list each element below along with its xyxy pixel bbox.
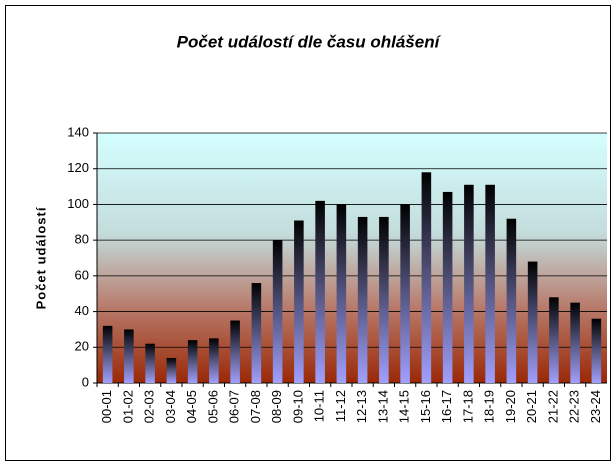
x-tick-label: 15-16 — [418, 390, 433, 423]
x-tick-label: 14-15 — [397, 390, 412, 423]
x-tick-label: 21-22 — [545, 390, 560, 423]
plot-area — [97, 133, 607, 383]
bar — [570, 302, 580, 383]
bar — [464, 184, 474, 383]
bar — [379, 216, 389, 383]
x-tick-label: 18-19 — [482, 390, 497, 423]
y-tick-label: 80 — [75, 232, 89, 247]
y-tick-label: 20 — [75, 339, 89, 354]
x-tick-label: 16-17 — [439, 390, 454, 423]
y-axis-label: Počet událostí — [33, 207, 48, 310]
bar — [591, 318, 602, 383]
x-tick-label: 04-05 — [184, 390, 199, 423]
x-tick-label: 13-14 — [375, 390, 390, 423]
bar — [315, 200, 325, 383]
x-tick-label: 22-23 — [567, 390, 582, 423]
x-tick-label: 07-08 — [248, 390, 263, 423]
y-tick-label: 60 — [75, 267, 89, 282]
x-tick-label: 00-01 — [99, 390, 114, 423]
y-tick-label: 0 — [82, 374, 89, 389]
x-tick-label: 20-21 — [524, 390, 539, 423]
y-tick-label: 120 — [67, 160, 89, 175]
bar — [485, 184, 495, 383]
bar — [230, 320, 240, 383]
x-tick-label: 09-10 — [290, 390, 305, 423]
bar — [357, 216, 368, 383]
x-tick-label: 11-12 — [333, 390, 348, 422]
bar — [294, 220, 304, 383]
bar — [251, 283, 262, 383]
bar — [506, 218, 517, 383]
x-tick-label: 06-07 — [227, 390, 242, 423]
x-tick-label: 02-03 — [142, 390, 157, 423]
bar — [102, 325, 113, 383]
x-tick-label: 10-11 — [312, 390, 327, 422]
bar — [336, 204, 347, 383]
bar — [209, 338, 219, 383]
x-tick-label: 23-24 — [588, 390, 603, 423]
x-tick-label: 03-04 — [163, 390, 178, 423]
bar — [400, 204, 410, 383]
bar — [527, 261, 538, 383]
bar — [124, 329, 134, 383]
bar — [187, 340, 198, 383]
bar — [166, 358, 177, 383]
y-tick-label: 140 — [67, 124, 89, 139]
chart-title: Počet událostí dle času ohlášení — [177, 32, 442, 51]
bar — [272, 240, 283, 383]
x-tick-label: 01-02 — [120, 390, 135, 423]
bar — [442, 191, 453, 383]
bar — [145, 343, 155, 383]
x-tick-label: 17-18 — [460, 390, 475, 423]
bar — [421, 172, 432, 383]
x-tick-label: 12-13 — [354, 390, 369, 423]
x-tick-label: 05-06 — [205, 390, 220, 423]
bar — [549, 297, 559, 383]
y-tick-label: 100 — [67, 196, 89, 211]
x-tick-label: 08-09 — [269, 390, 284, 423]
y-tick-label: 40 — [75, 303, 89, 318]
x-tick-label: 19-20 — [503, 390, 518, 423]
